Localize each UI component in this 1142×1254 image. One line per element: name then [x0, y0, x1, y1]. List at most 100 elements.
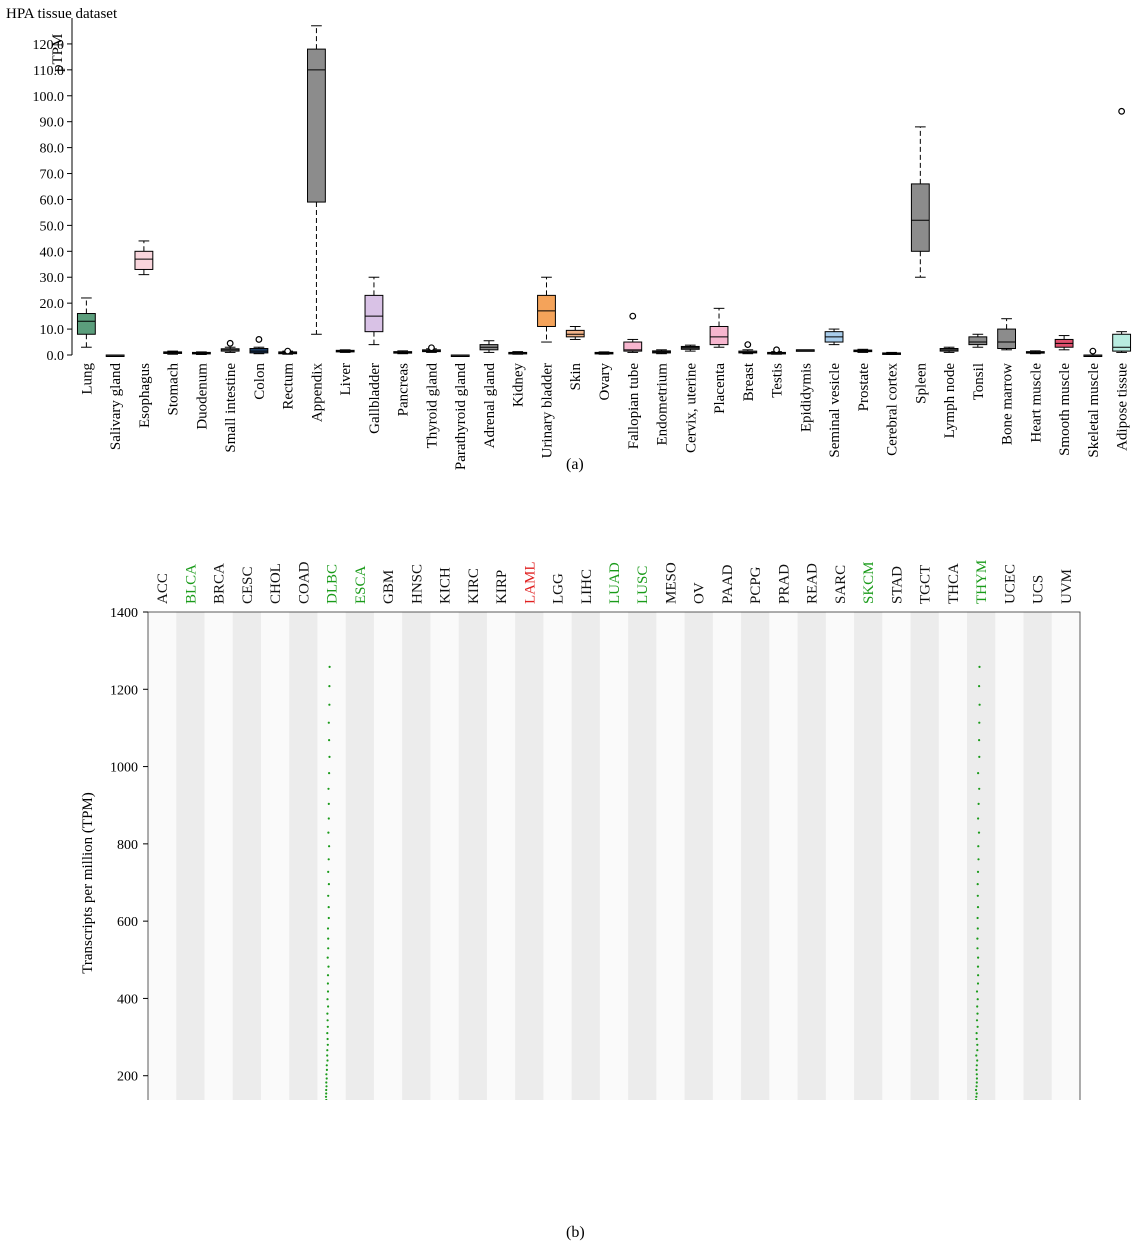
x-tick-label: Skin: [568, 363, 584, 391]
cancer-label: READ: [805, 563, 821, 604]
data-point: [977, 895, 979, 897]
data-point: [975, 1054, 977, 1056]
cancer-label: PRAD: [776, 564, 792, 604]
y-tick-label: 70.0: [40, 168, 65, 183]
data-point: [976, 1077, 978, 1079]
data-point: [978, 803, 980, 805]
data-point: [975, 1069, 977, 1071]
x-tick-label: Adrenal gland: [482, 363, 498, 449]
data-point: [326, 1059, 328, 1061]
data-point: [977, 817, 979, 819]
box-heart-muscle: [1026, 351, 1044, 354]
data-point: [328, 722, 330, 724]
outlier-point: [285, 348, 291, 354]
box-body: [1113, 334, 1131, 351]
outlier-point: [227, 341, 233, 347]
x-tick-label: Tonsil: [971, 363, 987, 400]
box-skin: [566, 326, 584, 339]
cancer-label: THCA: [946, 563, 962, 604]
data-point: [976, 1019, 978, 1021]
data-point: [977, 845, 979, 847]
box-esophagus: [135, 241, 153, 275]
x-tick-label: Fallopian tube: [626, 363, 642, 450]
cancer-label: MESO: [663, 562, 679, 604]
x-tick-label: Spleen: [913, 363, 929, 404]
data-point: [976, 1013, 978, 1015]
cancer-label: ESCA: [353, 565, 369, 604]
data-point: [975, 1089, 977, 1091]
x-tick-label: Kidney: [511, 363, 527, 408]
y-tick-label: 1400: [110, 606, 138, 621]
box-spleen: [911, 127, 929, 277]
y-tick-label: 50.0: [40, 219, 65, 234]
cancer-label: PCPG: [748, 566, 764, 604]
y-tick-label: 100.0: [33, 90, 65, 105]
data-point: [328, 772, 330, 774]
data-point: [977, 982, 979, 984]
cancer-label: UCEC: [1002, 564, 1018, 604]
data-point: [976, 1092, 978, 1094]
x-tick-label: Lung: [79, 363, 95, 395]
box-pancreas: [394, 351, 412, 354]
cancer-label: KIRC: [466, 568, 482, 604]
box-gallbladder: [365, 277, 383, 344]
cancer-label: PAAD: [720, 564, 736, 604]
data-point: [976, 1073, 978, 1075]
cancer-label: STAD: [889, 566, 905, 604]
x-tick-label: Parathyroid gland: [453, 363, 469, 471]
y-tick-label: 200: [117, 1070, 138, 1085]
data-point: [976, 990, 978, 992]
x-tick-label: Esophagus: [137, 363, 153, 428]
cancer-label: LGG: [551, 573, 567, 604]
data-point: [977, 871, 979, 873]
x-tick-label: Bone marrow: [1000, 363, 1016, 445]
data-point: [327, 927, 329, 929]
data-point: [976, 1032, 978, 1034]
y-tick-label: 400: [117, 992, 138, 1007]
data-point: [328, 906, 330, 908]
box-salivary-gland: [106, 355, 124, 357]
column-stripe: [346, 612, 374, 1100]
data-point: [326, 1032, 328, 1034]
box-endometrium: [653, 350, 671, 354]
cancer-label: LUSC: [635, 566, 651, 604]
data-point: [326, 1069, 328, 1071]
y-tick-label: 1200: [110, 683, 138, 698]
x-tick-label: Rectum: [281, 363, 297, 410]
box-smooth-muscle: [1055, 336, 1073, 350]
data-point: [327, 957, 329, 959]
data-point: [976, 1038, 978, 1040]
box-parathyroid-gland: [451, 355, 469, 357]
box-body: [308, 49, 326, 202]
x-tick-label: Thyroid gland: [424, 363, 440, 449]
box-rectum: [279, 348, 297, 354]
box-body: [969, 337, 987, 345]
data-point: [328, 817, 330, 819]
data-point: [326, 1077, 328, 1079]
x-tick-label: Endometrium: [655, 363, 671, 446]
box-body: [911, 184, 929, 251]
box-body: [135, 251, 153, 269]
data-point: [329, 666, 331, 668]
box-testis: [768, 347, 786, 354]
cancer-label: CHOL: [268, 563, 284, 604]
outlier-point: [429, 345, 435, 351]
box-tonsil: [969, 334, 987, 347]
outlier-point: [745, 342, 751, 348]
data-point: [327, 974, 329, 976]
y-tick-label: 1000: [110, 761, 138, 776]
box-ovary: [595, 352, 613, 354]
data-point: [977, 772, 979, 774]
x-tick-label: Heart muscle: [1028, 363, 1044, 443]
column-stripe: [685, 612, 713, 1100]
x-tick-label: Lymph node: [942, 363, 958, 439]
cancer-label: BLCA: [183, 564, 199, 604]
cancer-label: KICH: [438, 567, 454, 604]
box-skeletal-muscle: [1084, 348, 1102, 356]
cancer-label: LAML: [522, 562, 538, 605]
y-tick-label: 0.0: [47, 349, 65, 364]
box-placenta: [710, 308, 728, 347]
column-stripe: [628, 612, 656, 1100]
data-point: [326, 1064, 328, 1066]
x-tick-label: Testis: [770, 363, 786, 398]
